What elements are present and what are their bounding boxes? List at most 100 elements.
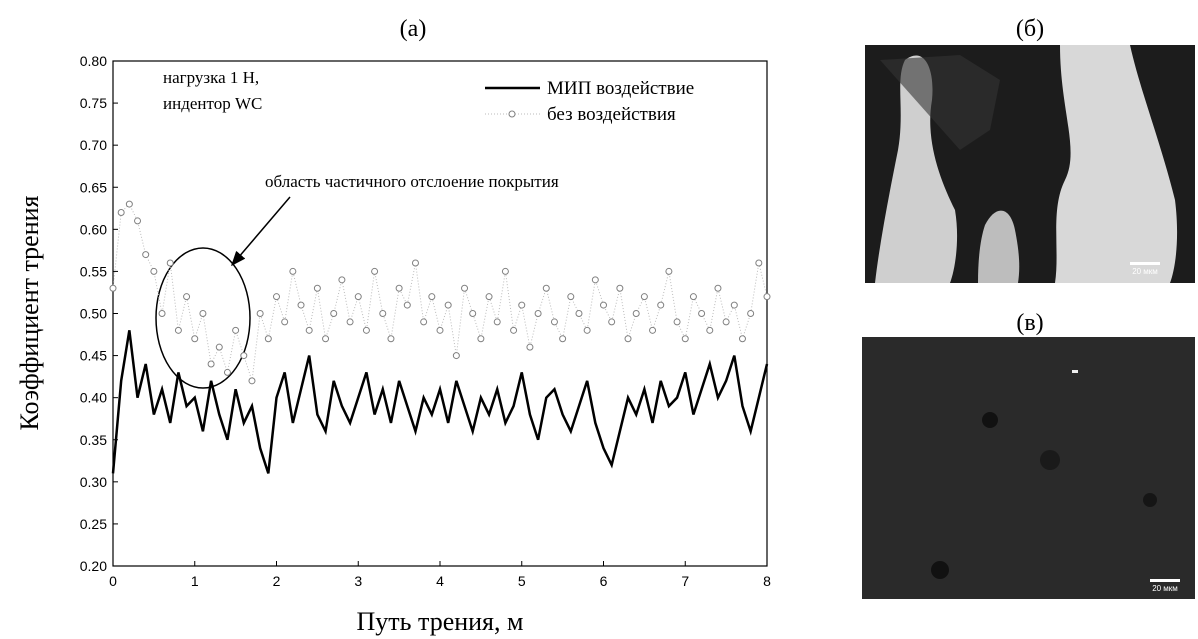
data-point [640, 293, 648, 301]
scale-bar-label: 20 мкм [1132, 267, 1158, 276]
data-point [256, 310, 264, 317]
x-axis-label: Путь трения, м [357, 607, 524, 636]
annotation: область частичного отслоение покрытия [265, 172, 559, 191]
data-point [199, 310, 207, 317]
annotation: нагрузка 1 Н, [163, 68, 259, 87]
data-point [542, 284, 550, 292]
data-point [600, 301, 607, 309]
data-point [207, 360, 215, 368]
data-point [583, 326, 591, 334]
y-tick-label: 0.20 [80, 558, 107, 574]
x-tick-label: 8 [763, 573, 771, 589]
x-tick-label: 3 [354, 573, 362, 589]
annotation: индентор WC [163, 94, 262, 113]
panel-label: (в) [1016, 310, 1043, 336]
data-point [755, 259, 763, 267]
data-point [240, 352, 248, 360]
data-point [469, 310, 477, 317]
legend-swatch [508, 110, 516, 118]
data-point [567, 293, 575, 301]
data-point [281, 318, 289, 326]
data-point [673, 318, 681, 326]
data-point [436, 326, 444, 334]
plot-frame [112, 60, 768, 567]
data-point [649, 326, 657, 334]
data-point [608, 318, 616, 326]
data-point [297, 301, 305, 309]
data-point [109, 284, 117, 292]
data-point [305, 326, 313, 334]
data-point [371, 267, 379, 275]
data-point [125, 200, 133, 208]
data-point [142, 251, 150, 259]
plot: 0.20 0.25 0.30 0.35 0.40 0.45 0.50 0.55 0.60 0.65… [80, 53, 771, 589]
data-point [575, 310, 583, 317]
data-point [665, 267, 673, 275]
data-point [616, 284, 624, 292]
data-point [387, 335, 395, 343]
y-tick-label: 0.40 [80, 390, 107, 406]
micrograph-region [1055, 45, 1178, 283]
data-point [158, 310, 166, 317]
data-point [706, 326, 714, 334]
y-tick-label: 0.25 [80, 516, 107, 532]
data-point [411, 259, 419, 267]
y-tick-label: 0.65 [80, 179, 107, 195]
data-point [493, 318, 501, 326]
data-point [232, 326, 240, 334]
data-point [428, 293, 436, 301]
x-tick-label: 4 [436, 573, 444, 589]
data-point [591, 276, 599, 284]
y-tick-label: 0.50 [80, 306, 107, 322]
data-point [485, 293, 493, 301]
y-tick-label: 0.70 [80, 137, 107, 153]
y-tick-label: 0.30 [80, 474, 107, 490]
x-tick-label: 1 [191, 573, 199, 589]
data-point [747, 310, 755, 317]
data-point [526, 343, 534, 351]
x-tick-label: 6 [600, 573, 608, 589]
data-point [223, 368, 231, 376]
data-point [738, 335, 746, 343]
data-point [681, 335, 689, 343]
micrograph-texture [982, 412, 998, 428]
data-point [510, 326, 518, 334]
micrograph-texture [1040, 450, 1060, 470]
data-point [657, 301, 665, 309]
data-point [273, 293, 280, 301]
x-tick-label: 5 [518, 573, 526, 589]
data-point [338, 276, 346, 284]
data-point [264, 335, 272, 343]
chart-title: (а) [400, 16, 427, 42]
data-point [403, 301, 411, 309]
micrographs: (б) 20 мкм (в) 20 мкм [862, 16, 1195, 599]
data-point [518, 301, 526, 309]
micrograph-texture [1143, 493, 1157, 507]
y-tick-label: 0.55 [80, 263, 107, 279]
data-line [112, 203, 768, 381]
data-point [346, 318, 354, 326]
data-point [395, 284, 403, 292]
micrograph-region [978, 210, 1020, 283]
y-tick-label: 0.60 [80, 221, 107, 237]
micrograph-texture [880, 55, 1000, 150]
data-point [477, 335, 485, 343]
data-point [550, 318, 558, 326]
y-axis-label: Коэффициент трения [15, 195, 44, 430]
data-point [248, 377, 256, 385]
y-tick-label: 0.80 [80, 53, 107, 69]
y-tick-label: 0.35 [80, 432, 107, 448]
data-point [215, 343, 223, 351]
data-point [452, 352, 460, 360]
scale-bar [1150, 579, 1180, 582]
data-point [420, 318, 428, 326]
data-point [322, 335, 330, 343]
data-point [461, 284, 469, 292]
scale-bar-label: 20 мкм [1152, 584, 1178, 593]
data-point [698, 310, 706, 317]
micrograph-region [875, 55, 958, 283]
data-point [289, 267, 297, 275]
data-point [134, 217, 142, 225]
